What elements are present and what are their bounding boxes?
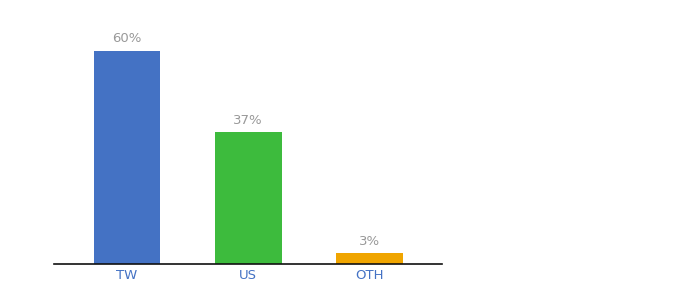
Text: 37%: 37% [233, 114, 263, 127]
Text: 3%: 3% [359, 235, 380, 248]
Bar [215, 132, 282, 264]
Text: 60%: 60% [112, 32, 141, 45]
Bar [336, 253, 403, 264]
Bar [94, 51, 160, 264]
